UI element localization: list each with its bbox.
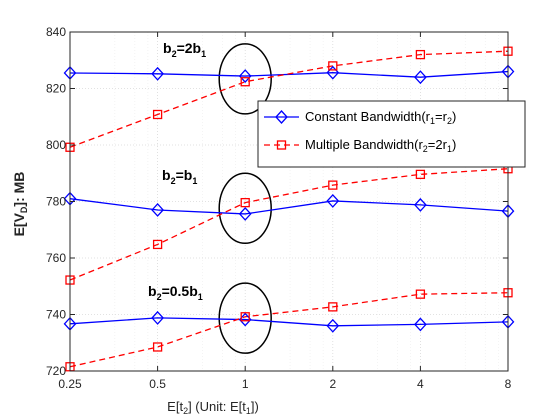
y-axis-label-sub: D (19, 206, 29, 213)
x-tick-label: 0.25 (58, 377, 82, 391)
data-point-square (415, 289, 426, 299)
series-line-constant-bandwidth (69, 198, 509, 215)
legend-text-sub: 1 (447, 144, 452, 154)
legend: Constant Bandwidth(r1=r2) Multiple Bandw… (257, 100, 526, 168)
data-point-diamond (151, 310, 164, 325)
y-axis-ticks: 720 740 760 780 800 820 840 (46, 25, 508, 378)
x-axis-label-sub: 1 (246, 406, 251, 416)
data-point-square (152, 239, 163, 250)
y-tick-label: 760 (46, 251, 66, 265)
y-axis-label-part: ]: MB (11, 172, 27, 207)
x-axis-label-part: ] (Unit: E[t (188, 399, 246, 414)
legend-box (257, 100, 526, 168)
legend-text-part: =2r (428, 137, 448, 152)
x-tick-label: 1 (242, 377, 249, 391)
data-point-square (152, 342, 163, 352)
legend-text-sub: 1 (430, 116, 435, 126)
annotation-part: b (148, 283, 157, 299)
annotation-b2-2b1: b2=2b1 (163, 40, 206, 59)
data-point-diamond (151, 203, 164, 217)
legend-text-part: ) (452, 109, 456, 124)
x-axis-label-sub: 2 (183, 406, 188, 416)
y-axis-label-part: E[V (11, 212, 27, 236)
y-tick-label: 740 (46, 308, 66, 322)
annotation-part: =2b (177, 40, 202, 56)
data-point-diamond (326, 193, 340, 208)
annotation-sub: 1 (192, 176, 197, 186)
legend-text-sub: 2 (423, 144, 428, 154)
data-point-square (240, 77, 250, 87)
y-axis-label: E[VD]: MB (11, 172, 29, 237)
data-point-diamond (414, 317, 427, 332)
legend-entry-constant-bandwidth: Constant Bandwidth(r1=r2) (305, 109, 456, 126)
annotation-sub: 2 (172, 49, 177, 59)
legend-text-part: Multiple Bandwidth(r (305, 137, 423, 152)
data-point-square (328, 61, 338, 71)
y-tick-label: 820 (46, 82, 66, 96)
x-tick-label: 4 (417, 377, 424, 391)
y-tick-label: 720 (46, 364, 66, 378)
annotation-sub: 2 (157, 292, 162, 302)
data-point-diamond (238, 69, 252, 84)
y-tick-label: 800 (46, 138, 66, 152)
series-line-multiple-bandwidth (69, 168, 509, 281)
x-tick-label: 2 (329, 377, 336, 391)
data-point-square (328, 180, 338, 190)
annotation-b2-b1: b2=b1 (162, 167, 197, 186)
legend-entry-multiple-bandwidth: Multiple Bandwidth(r2=2r1) (305, 137, 456, 154)
annotation-b2-0-5b1: b2=0.5b1 (148, 283, 203, 302)
highlight-ellipse (218, 172, 272, 245)
data-point-diamond (151, 66, 164, 81)
x-axis-label-part: E[t (167, 399, 183, 414)
legend-text-part: ) (452, 137, 456, 152)
data-point-square (152, 109, 163, 120)
data-point-square (328, 302, 338, 312)
data-point-diamond (238, 206, 252, 221)
annotation-part: =b (176, 167, 193, 183)
x-tick-label: 8 (505, 377, 512, 391)
legend-text-sub: 2 (447, 116, 452, 126)
data-point-diamond (326, 65, 340, 80)
series-lines (69, 50, 509, 368)
legend-square-marker (276, 140, 287, 150)
series-line-multiple-bandwidth (69, 292, 509, 368)
x-tick-label: 0.5 (149, 377, 166, 391)
series-line-multiple-bandwidth (69, 50, 509, 148)
data-point-square (240, 197, 250, 208)
y-tick-label: 780 (46, 195, 66, 209)
y-tick-label: 840 (46, 25, 66, 39)
series-markers (63, 46, 515, 372)
legend-text-part: Constant Bandwidth(r (305, 109, 431, 124)
data-point-square (415, 49, 426, 60)
annotation-part: b (163, 40, 172, 56)
highlight-ellipses (218, 43, 272, 354)
annotation-sub: 1 (201, 49, 206, 59)
series-line-constant-bandwidth (69, 317, 509, 327)
data-point-diamond (414, 70, 427, 85)
data-point-diamond (414, 197, 427, 212)
legend-text-part: =r (435, 109, 448, 124)
annotation-sub: 2 (171, 176, 176, 186)
highlight-ellipse (218, 43, 272, 115)
legend-diamond-marker (275, 110, 288, 124)
highlight-ellipse (218, 282, 272, 354)
annotation-part: =0.5b (162, 283, 198, 299)
data-point-diamond (326, 318, 340, 333)
data-point-square (240, 312, 250, 322)
annotation-part: b (162, 167, 171, 183)
data-point-square (415, 169, 426, 180)
x-axis-label-part: ]) (251, 399, 259, 414)
x-axis-ticks: 0.25 0.5 1 2 4 8 (58, 32, 512, 391)
annotation-sub: 1 (198, 292, 203, 302)
x-axis-label: E[t2] (Unit: E[t1]) (167, 399, 259, 416)
